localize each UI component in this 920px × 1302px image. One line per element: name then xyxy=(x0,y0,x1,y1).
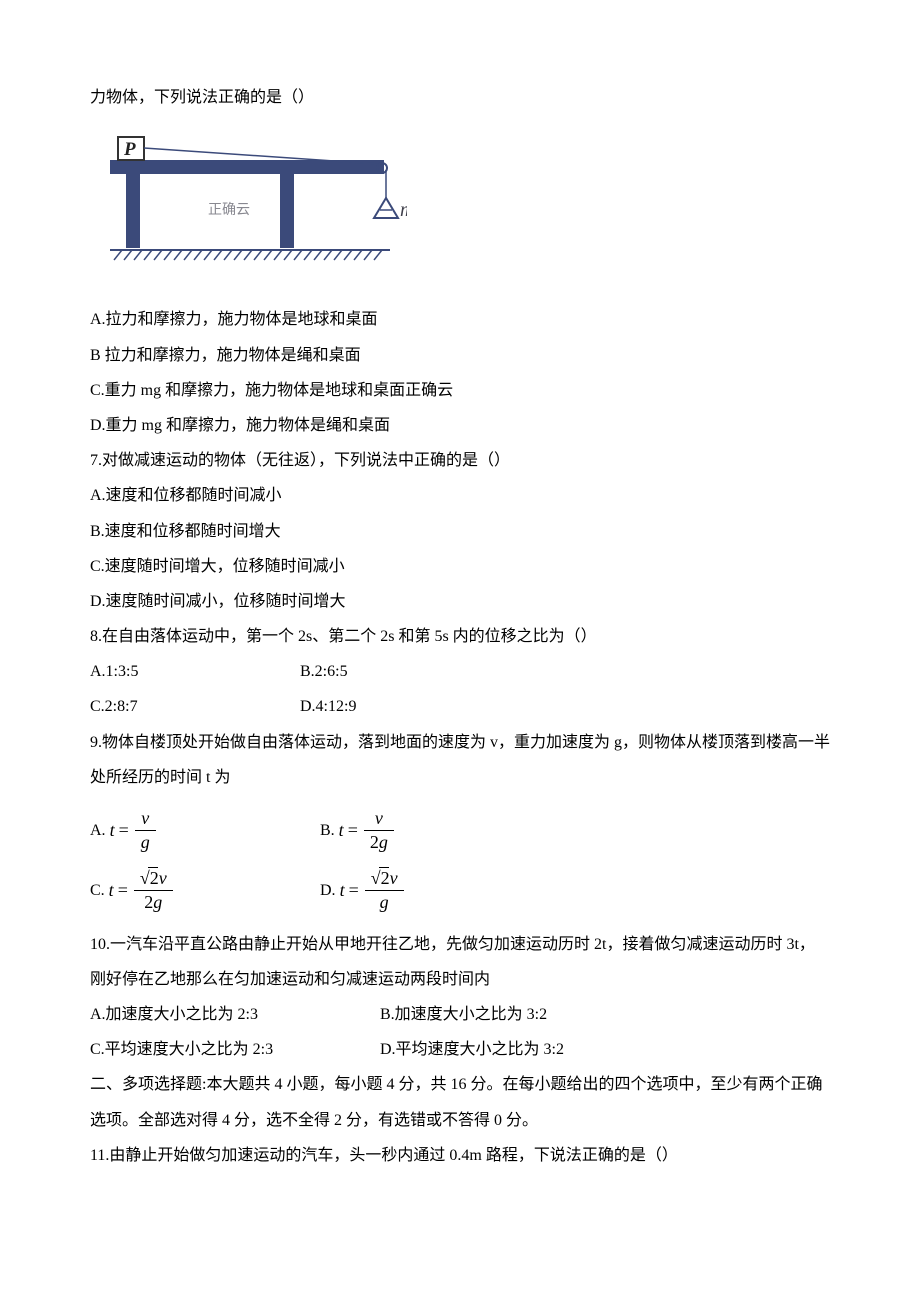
q6-opt-c: C.重力 mg 和摩擦力，施力物体是地球和桌面正确云 xyxy=(90,373,830,408)
section2-heading: 二、多项选择题:本大题共 4 小题，每小题 4 分，共 16 分。在每小题给出的… xyxy=(90,1067,830,1137)
q10-opt-a: A.加速度大小之比为 2:3 xyxy=(90,997,380,1032)
q9-opt-c: C. t = √2v 2g xyxy=(90,867,320,915)
q9-math-t-c: t xyxy=(109,871,114,911)
q6-opt-b: B 拉力和摩擦力，施力物体是绳和桌面 xyxy=(90,338,830,373)
q7-opt-b: B.速度和位移都随时间增大 xyxy=(90,514,830,549)
q9-math-d-num: √2v xyxy=(365,867,404,891)
q9-opt-a: A. t = v g xyxy=(90,807,320,855)
q9-math-t-a: t xyxy=(110,811,115,851)
q8-opt-d: D.4:12:9 xyxy=(300,689,356,724)
q9-stem: 9.物体自楼顶处开始做自由落体运动，落到地面的速度为 v，重力加速度为 g，则物… xyxy=(90,725,830,795)
q6-opt-d: D.重力 mg 和摩擦力，施力物体是绳和桌面 xyxy=(90,408,830,443)
q9-math-t-d: t xyxy=(340,871,345,911)
diagram-label-p: P xyxy=(123,139,136,160)
q9-label-d: D. xyxy=(320,873,336,908)
q7-opt-a: A.速度和位移都随时间减小 xyxy=(90,478,830,513)
q9-opt-b: B. t = v 2g xyxy=(320,807,396,855)
diagram-watermark: 正确云 xyxy=(208,202,250,218)
q9-math-d-den: g xyxy=(365,891,404,914)
q9-label-a: A. xyxy=(90,813,106,848)
q9-label-c: C. xyxy=(90,873,105,908)
q9-math-t-b: t xyxy=(339,811,344,851)
q7-stem: 7.对做减速运动的物体（无往返），下列说法中正确的是（） xyxy=(90,443,830,478)
q10-stem: 10.一汽车沿平直公路由静止开始从甲地开往乙地，先做匀加速运动历时 2t，接着做… xyxy=(90,927,830,997)
q10-opt-d: D.平均速度大小之比为 3:2 xyxy=(380,1032,564,1067)
q8-opt-c: C.2:8:7 xyxy=(90,689,300,724)
q9-math-a-den: g xyxy=(135,831,156,854)
diagram-label-m: m xyxy=(400,199,407,221)
q11-stem: 11.由静止开始做匀加速运动的汽车，头一秒内通过 0.4m 路程，下说法正确的是… xyxy=(90,1138,830,1173)
q7-opt-c: C.速度随时间增大，位移随时间减小 xyxy=(90,549,830,584)
q6-opt-a: A.拉力和摩擦力，施力物体是地球和桌面 xyxy=(90,302,830,337)
q9-opt-d: D. t = √2v g xyxy=(320,867,406,915)
q9-math-a-num: v xyxy=(135,807,156,831)
q8-opt-b: B.2:6:5 xyxy=(300,654,348,689)
q8-stem: 8.在自由落体运动中，第一个 2s、第二个 2s 和第 5s 内的位移之比为（） xyxy=(90,619,830,654)
q10-opt-c: C.平均速度大小之比为 2:3 xyxy=(90,1032,380,1067)
q9-label-b: B. xyxy=(320,813,335,848)
q6-diagram: P 正确云 m xyxy=(90,130,830,287)
q10-opt-b: B.加速度大小之比为 3:2 xyxy=(380,997,547,1032)
q8-opt-a: A.1:3:5 xyxy=(90,654,300,689)
q9-math-b-den: 2g xyxy=(364,831,394,854)
q9-math-c-num: √2v xyxy=(134,867,173,891)
q9-math-b-num: v xyxy=(364,807,394,831)
q6-stem-cont: 力物体，下列说法正确的是（） xyxy=(90,80,830,115)
q7-opt-d: D.速度随时间减小，位移随时间增大 xyxy=(90,584,830,619)
q9-math-c-den: 2g xyxy=(134,891,173,914)
